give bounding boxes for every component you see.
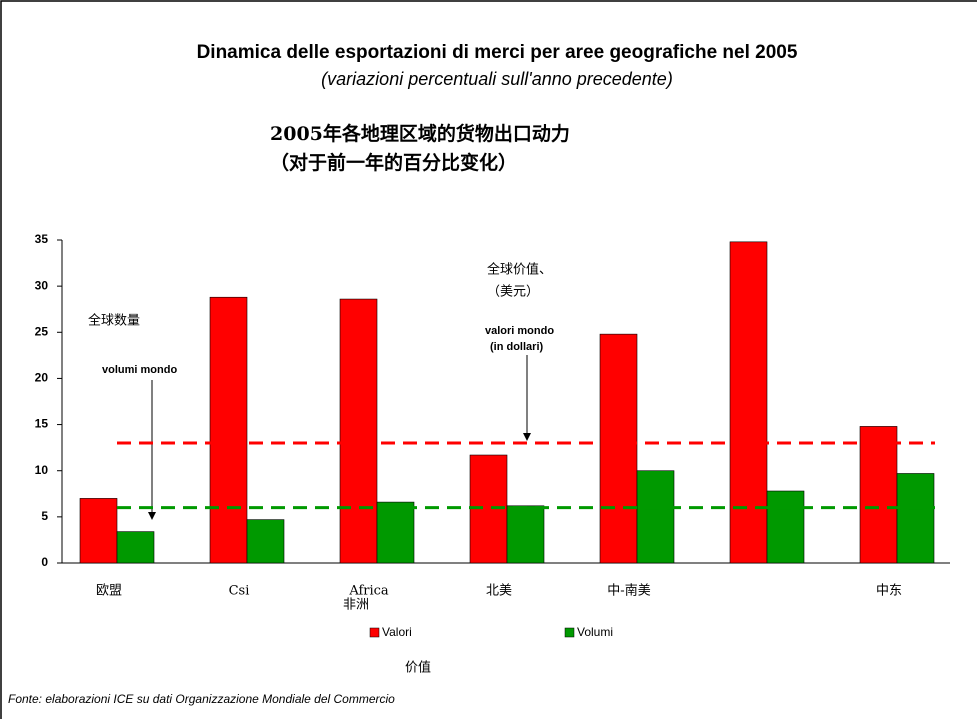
y-tick-label: 20 — [35, 371, 49, 385]
legend-label: Valori — [382, 625, 412, 639]
annotation: valori mondo — [485, 325, 554, 337]
bar — [729, 241, 768, 564]
bar — [79, 498, 118, 564]
annotation: 全球数量 — [88, 313, 140, 329]
y-tick-label: 25 — [35, 324, 49, 338]
annotation: （美元） — [487, 285, 539, 300]
bar — [766, 490, 805, 564]
annotation: 全球价值、 — [487, 262, 552, 278]
legend-swatch — [564, 627, 575, 638]
y-tick-label: 30 — [35, 278, 49, 292]
annotation: volumi mondo — [102, 364, 177, 376]
bar — [116, 531, 155, 564]
arrow-head — [523, 433, 531, 441]
bar — [246, 519, 285, 564]
y-tick-label: 5 — [41, 509, 48, 523]
bar — [209, 296, 248, 564]
legend-swatch — [369, 627, 380, 638]
x-tick-label: 欧盟 — [96, 584, 122, 599]
subtitle-translation: （对于前一年的百分比变化） — [270, 151, 517, 174]
bar — [506, 505, 545, 564]
bar — [339, 298, 378, 564]
bar — [599, 333, 638, 564]
arrow-head — [148, 512, 156, 520]
annotation: 价值 — [405, 660, 431, 676]
bar — [859, 426, 898, 564]
bar — [896, 473, 935, 564]
annotation: 非洲 — [343, 598, 369, 613]
x-tick-label: Csi — [229, 584, 250, 599]
chart-subtitle: (variazioni percentuali sull'anno preced… — [321, 69, 673, 89]
bar — [636, 470, 675, 564]
x-tick-label: 中东 — [876, 584, 902, 599]
x-tick-label: Africa — [348, 584, 389, 599]
y-tick-label: 15 — [35, 417, 49, 431]
x-tick-label: 中-南美 — [607, 583, 650, 599]
x-tick-label: 北美 — [486, 584, 512, 599]
legend-label: Volumi — [577, 625, 613, 639]
y-tick-label: 35 — [35, 232, 49, 246]
y-tick-label: 0 — [41, 555, 48, 569]
y-tick-label: 10 — [35, 463, 49, 477]
chart-title: Dinamica delle esportazioni di merci per… — [197, 42, 798, 63]
annotation: (in dollari) — [490, 341, 544, 353]
bar — [376, 501, 415, 564]
title-translation: 2005年各地理区域的货物出口动力 — [270, 122, 570, 145]
source: Fonte: elaborazioni ICE su dati Organizz… — [8, 692, 395, 706]
